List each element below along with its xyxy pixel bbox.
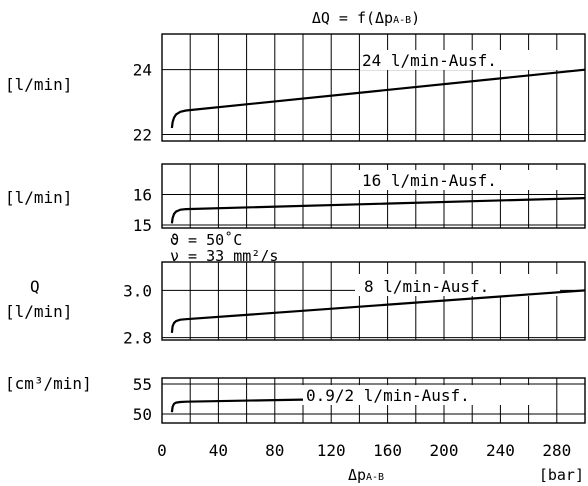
- panel-8-lpm: 8 l/min-Ausf. 3.0 2.8 [l/min] Q: [5, 261, 586, 348]
- x-axis: 0 40 80 120 160 200 240 280: [157, 441, 571, 460]
- series-curve: [170, 289, 586, 334]
- y-axis-label: [cm³/min]: [5, 374, 92, 393]
- series-label: 0.9/2 l/min-Ausf.: [306, 386, 470, 405]
- x-tick-label: 0: [157, 441, 167, 460]
- series-label-background: [300, 385, 556, 405]
- x-axis-label: ΔpA-B: [348, 466, 384, 484]
- series-label: 16 l/min-Ausf.: [362, 171, 497, 190]
- series-label-background: [342, 170, 580, 190]
- series-curve: [170, 398, 304, 413]
- y-tick-label: 16: [133, 185, 152, 204]
- x-tick-label: 40: [209, 441, 228, 460]
- y-axis-quantity-label: Q: [30, 277, 40, 296]
- y-axis-label: [l/min]: [5, 302, 72, 321]
- x-tick-label: 160: [373, 441, 402, 460]
- panel-frame: [161, 163, 586, 229]
- x-tick-label: 240: [486, 441, 515, 460]
- y-tick-label: 55: [133, 375, 152, 394]
- y-tick-label: 22: [133, 126, 152, 145]
- series-curve: [170, 68, 586, 129]
- series-curve: [170, 197, 586, 224]
- panel-16-lpm: 16 l/min-Ausf. 16 15 [l/min]: [5, 163, 586, 235]
- panel-frame: [161, 33, 586, 142]
- x-tick-label: 200: [430, 441, 459, 460]
- y-tick-label: 2.8: [123, 329, 152, 348]
- series-label: 24 l/min-Ausf.: [362, 51, 497, 70]
- y-axis-label: [l/min]: [5, 188, 72, 207]
- chart-title: ΔQ = f(ΔpA-B): [312, 9, 420, 27]
- x-tick-label: 280: [542, 441, 571, 460]
- y-tick-label: 24: [133, 61, 152, 80]
- y-tick-label: 3.0: [123, 281, 152, 300]
- panel-frame: [161, 261, 586, 341]
- panel-0-9-2-lpm: 0.9/2 l/min-Ausf. 55 50 [cm³/min]: [5, 374, 586, 424]
- fluid-temperature-annotation: ϑ = 50˚C: [170, 231, 242, 249]
- fluid-viscosity-annotation: ν = 33 mm²/s: [170, 247, 278, 265]
- series-label-background: [355, 274, 560, 296]
- series-label-background: [360, 50, 583, 70]
- series-label: 8 l/min-Ausf.: [364, 277, 489, 296]
- y-tick-label: 50: [133, 405, 152, 424]
- y-axis-label: [l/min]: [5, 75, 72, 94]
- x-tick-label: 120: [317, 441, 346, 460]
- x-axis-unit: [bar]: [539, 466, 584, 484]
- panel-24-lpm: 24 l/min-Ausf. 24 22 [l/min]: [5, 33, 586, 145]
- x-tick-label: 80: [265, 441, 284, 460]
- panel-frame: [161, 377, 586, 424]
- y-tick-label: 15: [133, 216, 152, 235]
